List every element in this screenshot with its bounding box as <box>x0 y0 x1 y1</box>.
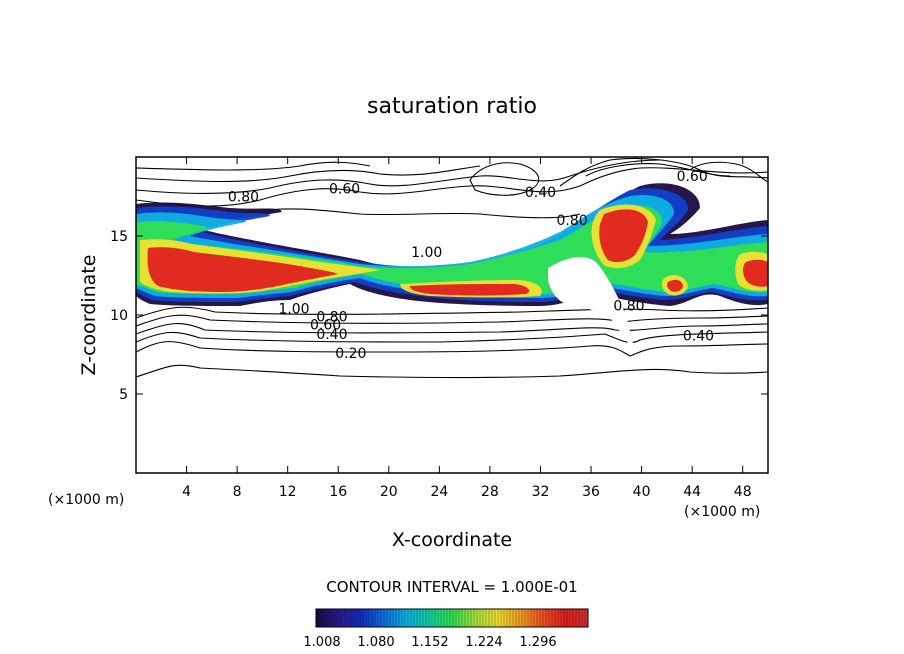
x-tick-label: 44 <box>683 484 701 500</box>
contour-line <box>136 314 768 327</box>
contour-line <box>469 162 540 196</box>
contour-label: 0.60 <box>677 169 708 185</box>
contour-line <box>136 167 768 207</box>
x-tick-label: 20 <box>380 484 398 500</box>
contour-line <box>559 157 768 187</box>
clear-region <box>548 256 636 354</box>
colorbar-tick-label: 1.224 <box>465 635 502 650</box>
x-tick-label: 4 <box>182 484 191 500</box>
colorbar <box>315 608 589 628</box>
contour-line <box>585 163 731 177</box>
contour-line <box>136 331 768 343</box>
y-tick-label: 5 <box>119 387 128 403</box>
contour-label: 0.40 <box>316 327 347 343</box>
chart-title: saturation ratio <box>367 94 537 119</box>
contour-line <box>136 364 768 379</box>
x-tick-label: 40 <box>633 484 651 500</box>
contour-line <box>136 161 371 171</box>
contour-label: 0.80 <box>613 299 644 315</box>
x-tick-label: 16 <box>329 484 347 500</box>
shaded-region-level-5 <box>147 209 768 296</box>
colorbar-tick-label: 1.152 <box>411 635 448 650</box>
x-unit-left: (×1000 m) <box>48 492 124 508</box>
y-tick-label: 10 <box>110 308 128 324</box>
contour-label: 1.00 <box>278 302 309 318</box>
y-axis-label: Z-coordinate <box>78 255 100 376</box>
contour-label: 0.40 <box>525 185 556 201</box>
x-axis-label: X-coordinate <box>392 529 512 551</box>
contour-label: 0.80 <box>556 213 587 229</box>
colorbar-tick-label: 1.008 <box>303 635 340 650</box>
contour-line <box>136 159 661 195</box>
x-tick-label: 28 <box>481 484 499 500</box>
contour-label: 0.60 <box>310 317 341 333</box>
contour-line <box>689 161 768 183</box>
y-tick-label: 15 <box>110 229 128 245</box>
contour-line <box>136 323 768 335</box>
contour-line <box>136 306 768 319</box>
contour-label: 0.20 <box>335 346 366 362</box>
x-tick-label: 36 <box>582 484 600 500</box>
contour-interval-label: CONTOUR INTERVAL = 1.000E-01 <box>326 578 577 596</box>
contour-label: 0.40 <box>683 329 714 345</box>
contour-line <box>136 165 481 183</box>
contour-label: 0.80 <box>228 190 259 206</box>
colorbar-tick-label: 1.296 <box>519 635 556 650</box>
x-tick-label: 48 <box>734 484 752 500</box>
contour-label: 0.60 <box>329 182 360 198</box>
contour-line <box>136 341 768 357</box>
contour-label: 0.80 <box>316 310 347 326</box>
x-tick-label: 24 <box>430 484 448 500</box>
x-unit-right: (×1000 m) <box>684 504 760 520</box>
colorbar-tick-label: 1.080 <box>357 635 394 650</box>
x-tick-label: 12 <box>279 484 297 500</box>
x-tick-label: 32 <box>532 484 550 500</box>
contour-label: 1.00 <box>411 245 442 261</box>
x-tick-label: 8 <box>233 484 242 500</box>
